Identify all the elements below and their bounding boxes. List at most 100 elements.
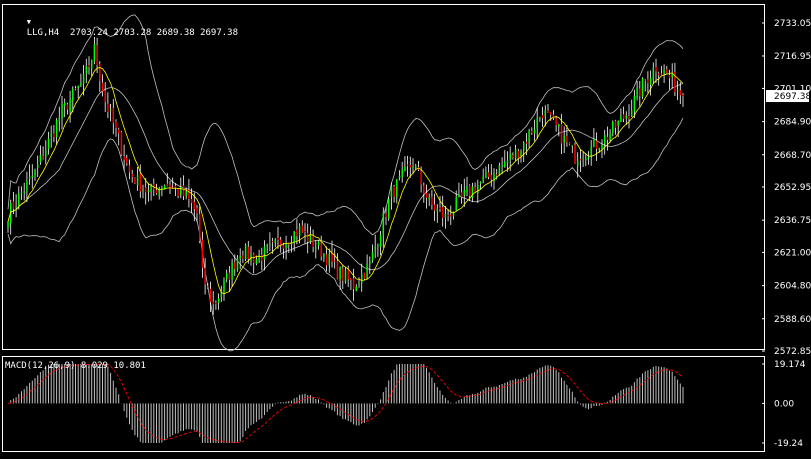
candle-body	[493, 173, 495, 182]
candle-body	[261, 254, 263, 261]
candle-body	[96, 45, 98, 66]
candle-body	[244, 244, 247, 260]
candle	[404, 156, 406, 172]
candle	[428, 193, 430, 207]
price-tick-label: 2636.75	[774, 216, 811, 226]
candle-body	[641, 78, 644, 97]
candle-body	[601, 144, 603, 150]
candle	[647, 71, 649, 94]
candle	[144, 178, 147, 205]
candle	[90, 59, 93, 77]
candle-body	[150, 184, 152, 192]
bollinger-lower-line	[7, 117, 684, 352]
candle-body	[185, 191, 187, 197]
candle	[369, 256, 371, 275]
candle	[414, 163, 417, 170]
candle	[93, 37, 96, 65]
candle	[80, 73, 82, 87]
chart-menu-icon[interactable]: ▼	[26, 18, 31, 26]
candle-body	[585, 157, 587, 161]
candle	[636, 80, 638, 101]
candle-body	[142, 189, 144, 191]
candle-body	[466, 186, 468, 192]
candle-body	[196, 208, 198, 214]
candle-body	[425, 192, 428, 199]
candle-body	[671, 73, 673, 78]
candle-body	[622, 114, 625, 119]
candle	[568, 142, 571, 146]
candle	[358, 277, 360, 288]
candle	[120, 131, 123, 157]
candle-body	[198, 214, 201, 242]
candle	[204, 258, 206, 295]
candle-body	[495, 174, 498, 176]
candle	[117, 127, 120, 146]
candle	[209, 281, 212, 313]
price-tick-label: 2668.70	[774, 151, 811, 161]
candle-body	[166, 183, 169, 186]
candle	[328, 248, 331, 273]
candle	[485, 166, 487, 179]
candle	[606, 126, 609, 151]
candle-body	[58, 117, 61, 122]
candle-body	[674, 71, 676, 92]
candle	[387, 196, 390, 221]
candle	[536, 107, 538, 140]
candle-body	[514, 148, 517, 159]
candle	[544, 105, 547, 127]
candle-body	[620, 115, 622, 122]
candle-body	[487, 172, 490, 177]
candle	[293, 231, 295, 252]
candle	[42, 146, 44, 160]
candle-body	[436, 208, 439, 211]
candle	[512, 152, 514, 160]
candle-body	[509, 153, 511, 160]
candle	[517, 148, 520, 165]
candle-body	[90, 60, 93, 69]
candle	[649, 70, 652, 96]
candle-body	[112, 107, 115, 123]
candle	[169, 180, 171, 195]
candle-body	[401, 169, 403, 178]
candle	[185, 187, 187, 200]
candle	[323, 253, 325, 263]
candle	[136, 166, 139, 191]
candle	[450, 205, 452, 225]
candle-body	[506, 160, 509, 164]
candle-body	[439, 207, 441, 209]
candle	[344, 266, 347, 284]
candle-body	[630, 110, 633, 117]
candle	[182, 175, 185, 200]
candle	[498, 162, 501, 177]
candle	[547, 104, 549, 113]
candles-group	[7, 37, 684, 315]
candle-body	[647, 79, 649, 84]
candle-body	[115, 121, 117, 128]
price-tick-label: 2733.05	[774, 19, 811, 29]
candle	[552, 109, 555, 120]
candle-body	[533, 129, 536, 134]
candle	[620, 108, 622, 123]
candle-body	[109, 109, 112, 111]
candle	[333, 248, 336, 269]
candle	[320, 235, 322, 261]
candle	[363, 272, 366, 281]
candle	[45, 140, 47, 165]
candle-body	[223, 280, 225, 293]
candle	[593, 128, 595, 148]
candle-body	[101, 82, 104, 92]
candle-body	[477, 184, 479, 194]
candle	[595, 132, 598, 161]
candle-body	[136, 174, 139, 186]
candle-body	[36, 164, 39, 168]
candle-body	[45, 150, 47, 157]
candle	[58, 106, 61, 132]
candle-body	[47, 138, 50, 150]
candle	[660, 66, 663, 76]
candle	[166, 172, 169, 187]
candle-body	[212, 301, 214, 305]
candle	[676, 80, 679, 101]
candle	[128, 159, 131, 180]
